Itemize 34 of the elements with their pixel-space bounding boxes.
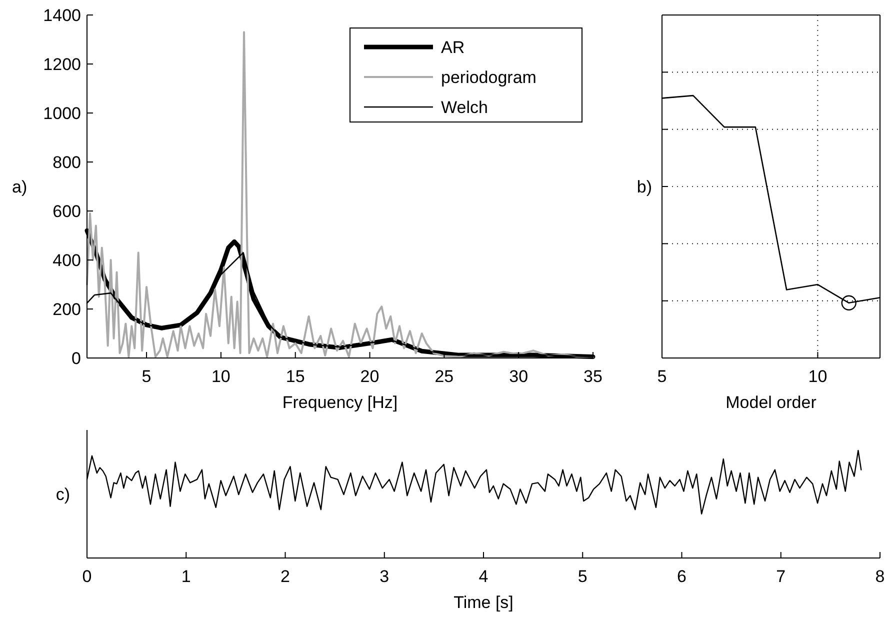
x-tick-label: 25 [434,367,454,386]
y-tick-label: 600 [52,202,81,221]
x-tick-label: 2 [280,567,290,586]
x-tick-label: 20 [360,367,380,386]
x-tick-label: 6 [677,567,686,586]
x-tick-label: 7 [776,567,786,586]
x-tick-label: 1 [181,567,191,586]
y-tick-label: 1200 [43,55,81,74]
y-axis-title: b) [636,178,652,196]
x-tick-label: 30 [509,367,528,386]
x-tick-label: 35 [584,367,602,386]
y-axis-title: a) [12,178,28,196]
x-tick-label: 10 [211,367,230,386]
x-axis-title: Frequency [Hz] [282,393,398,412]
legend-label: Welch [441,98,488,117]
legend-label: AR [441,38,465,57]
y-tick-label: 0 [72,349,81,368]
y-tick-label: 800 [52,153,81,172]
x-tick-label: 3 [380,567,390,586]
x-axis-title: Time [s] [454,593,514,612]
x-tick-label: 8 [875,567,885,586]
x-tick-label: 15 [286,367,305,386]
y-tick-label: 1000 [43,104,81,123]
x-tick-label: 10 [808,367,828,386]
y-tick-label: 400 [52,251,81,270]
x-tick-label: 5 [657,367,667,386]
x-tick-label: 5 [142,367,152,386]
x-tick-label: 5 [578,567,588,586]
x-tick-label: 4 [478,567,488,586]
x-axis-title: Model order [726,393,817,412]
y-tick-label: 1400 [43,6,81,25]
legend-label: periodogram [441,68,536,87]
y-axis-title: c) [56,485,70,504]
y-tick-label: 200 [52,300,81,319]
